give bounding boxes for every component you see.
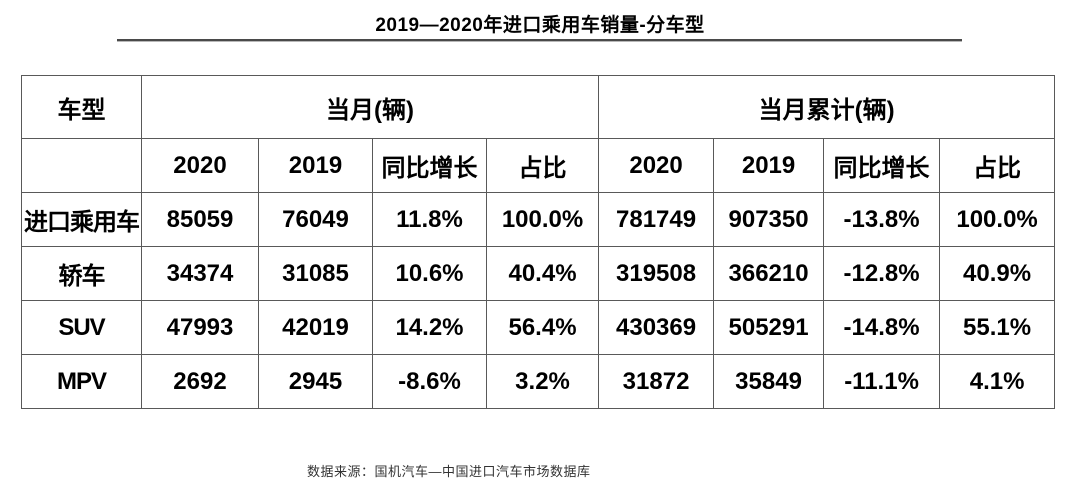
vehicle-type-label: MPV	[21, 354, 142, 409]
table-cell: 35849	[713, 354, 825, 409]
table-cell: 100.0%	[485, 192, 600, 247]
column-header-cumulative-2019: 2019	[713, 138, 825, 193]
table-cell: 56.4%	[485, 300, 600, 355]
table-cell: -11.1%	[823, 354, 941, 409]
table-row-mpv: MPV 2692 2945 -8.6% 3.2% 31872 35849 -11…	[21, 354, 1056, 409]
table-cell: 781749	[598, 192, 715, 247]
vehicle-type-label: SUV	[21, 300, 142, 355]
table-cell: 2945	[258, 354, 373, 409]
table-cell: -13.8%	[823, 192, 941, 247]
vehicle-type-label: 轿车	[21, 246, 142, 301]
table-cell: 85059	[141, 192, 259, 247]
table-cell: 907350	[713, 192, 825, 247]
table-cell: 40.4%	[485, 246, 600, 301]
table-cell: 2692	[141, 354, 259, 409]
table-cell: 3.2%	[485, 354, 600, 409]
table-cell: 40.9%	[939, 246, 1056, 301]
table-row-imported-passenger-cars: 进口乘用车 85059 76049 11.8% 100.0% 781749 90…	[21, 192, 1056, 247]
table-row-suv: SUV 47993 42019 14.2% 56.4% 430369 50529…	[21, 300, 1056, 355]
table-cell: 319508	[598, 246, 715, 301]
table-row-sedan: 轿车 34374 31085 10.6% 40.4% 319508 366210…	[21, 246, 1056, 301]
table-cell: 430369	[598, 300, 715, 355]
sales-table: 车型 当月(辆) 当月累计(辆) 2020 2019 同比增长 占比 2020 …	[21, 75, 1056, 409]
column-header-month-2019: 2019	[258, 138, 373, 193]
column-header-month-2020: 2020	[141, 138, 259, 193]
column-group-header-current-month: 当月(辆)	[140, 75, 600, 139]
table-cell: 76049	[258, 192, 373, 247]
column-header-month-share: 占比	[485, 138, 600, 193]
table-cell: 4.1%	[939, 354, 1056, 409]
column-header-vehicle-type: 车型	[21, 75, 142, 139]
column-header-month-yoy-growth: 同比增长	[372, 138, 487, 193]
table-cell: 42019	[258, 300, 373, 355]
table-cell: -8.6%	[372, 354, 487, 409]
table-cell: 100.0%	[939, 192, 1056, 247]
table-cell: 55.1%	[939, 300, 1056, 355]
title-underline	[117, 39, 962, 41]
table-cell: 34374	[141, 246, 259, 301]
table-cell: -14.8%	[823, 300, 941, 355]
table-cell: 31085	[258, 246, 373, 301]
table-cell: -12.8%	[823, 246, 941, 301]
empty-header-cell	[21, 138, 142, 193]
column-header-cumulative-yoy-growth: 同比增长	[823, 138, 941, 193]
table-cell: 10.6%	[372, 246, 487, 301]
page-title: 2019—2020年进口乘用车销量-分车型	[375, 15, 705, 36]
table-cell: 505291	[713, 300, 825, 355]
column-header-cumulative-share: 占比	[939, 138, 1056, 193]
table-cell: 47993	[141, 300, 259, 355]
table-cell: 366210	[713, 246, 825, 301]
table-cell: 31872	[598, 354, 715, 409]
column-group-header-cumulative: 当月累计(辆)	[598, 75, 1056, 139]
data-source-note: 数据来源：国机汽车—中国进口汽车市场数据库	[307, 464, 591, 479]
table-cell: 11.8%	[372, 192, 487, 247]
vehicle-type-label: 进口乘用车	[21, 192, 142, 247]
table-cell: 14.2%	[372, 300, 487, 355]
column-header-cumulative-2020: 2020	[598, 138, 715, 193]
table-group-header-row: 车型 当月(辆) 当月累计(辆)	[21, 75, 1056, 139]
table-sub-header-row: 2020 2019 同比增长 占比 2020 2019 同比增长 占比	[21, 138, 1056, 193]
